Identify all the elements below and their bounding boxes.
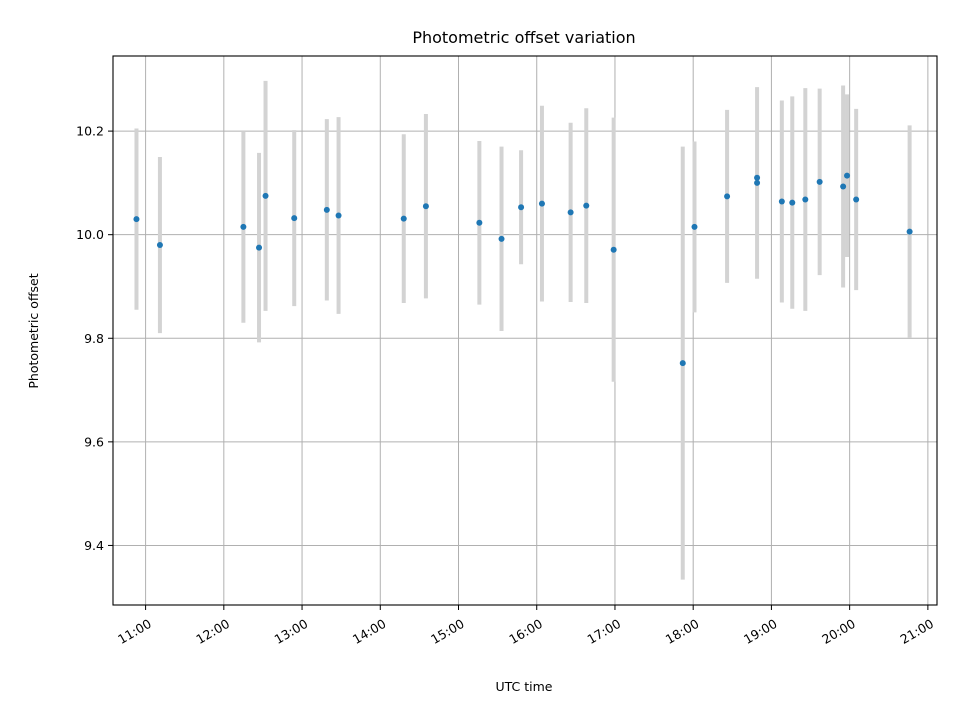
x-tick-label: 12:00 bbox=[193, 616, 232, 647]
data-point bbox=[853, 196, 860, 203]
data-point bbox=[133, 216, 140, 223]
y-tick-label: 10.0 bbox=[76, 227, 104, 242]
data-point bbox=[789, 199, 796, 206]
data-point bbox=[906, 228, 913, 235]
y-axis-ticks: 9.4 9.6 9.8 10.0 10.2 bbox=[76, 124, 113, 553]
data-point bbox=[567, 209, 574, 216]
x-tick-label: 20:00 bbox=[819, 616, 858, 647]
x-tick-label: 18:00 bbox=[663, 616, 702, 647]
data-point bbox=[610, 246, 617, 253]
data-point bbox=[323, 206, 330, 213]
y-tick-label: 9.8 bbox=[84, 331, 104, 346]
data-point bbox=[802, 196, 809, 203]
x-tick-label: 15:00 bbox=[428, 616, 467, 647]
x-axis-label: UTC time bbox=[496, 679, 553, 694]
y-axis-label: Photometric offset bbox=[26, 273, 41, 388]
x-tick-label: 17:00 bbox=[585, 616, 624, 647]
y-tick-label: 9.6 bbox=[84, 434, 104, 449]
data-point bbox=[844, 172, 851, 179]
data-point bbox=[476, 219, 483, 226]
data-point bbox=[518, 204, 525, 211]
data-point bbox=[262, 192, 269, 199]
plot-frame bbox=[112, 55, 938, 606]
grid-lines bbox=[113, 56, 937, 605]
data-point bbox=[156, 242, 163, 249]
data-point bbox=[816, 178, 823, 185]
data-point bbox=[538, 200, 545, 207]
data-point bbox=[679, 360, 686, 367]
data-point bbox=[240, 223, 247, 230]
x-tick-label: 11:00 bbox=[115, 616, 154, 647]
data-points bbox=[133, 172, 913, 367]
error-bars bbox=[134, 80, 912, 580]
chart-title: Photometric offset variation bbox=[412, 28, 635, 47]
data-point bbox=[583, 202, 590, 209]
data-point bbox=[691, 223, 698, 230]
data-point bbox=[754, 179, 761, 186]
y-tick-label: 9.4 bbox=[84, 538, 104, 553]
x-axis-ticks: 11:00 12:00 13:00 14:00 15:00 16:00 17:00 18:00… bbox=[115, 605, 936, 647]
x-tick-label: 16:00 bbox=[506, 616, 545, 647]
x-tick-label: 21:00 bbox=[897, 616, 936, 647]
data-point bbox=[778, 198, 785, 205]
data-point bbox=[840, 183, 847, 190]
data-point bbox=[400, 215, 407, 222]
data-point bbox=[335, 212, 342, 219]
x-tick-label: 19:00 bbox=[741, 616, 780, 647]
data-point bbox=[291, 215, 298, 222]
y-tick-label: 10.2 bbox=[76, 124, 104, 139]
x-tick-label: 13:00 bbox=[272, 616, 311, 647]
data-point bbox=[422, 203, 429, 210]
data-point bbox=[498, 235, 505, 242]
data-point bbox=[724, 193, 731, 200]
data-point bbox=[256, 244, 263, 251]
data-point bbox=[754, 174, 761, 181]
x-tick-label: 14:00 bbox=[350, 616, 389, 647]
